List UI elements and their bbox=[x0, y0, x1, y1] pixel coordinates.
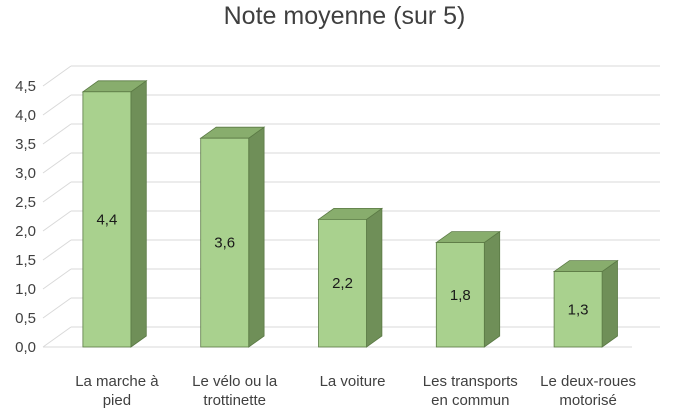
data-label: 1,3 bbox=[568, 301, 589, 318]
side-wall-gridline bbox=[42, 65, 72, 87]
y-tick-label: 0,0 bbox=[15, 339, 36, 356]
y-tick-label: 0,5 bbox=[15, 310, 36, 327]
x-tick-label: La voiture bbox=[320, 373, 386, 390]
y-tick-label: 2,5 bbox=[15, 194, 36, 211]
side-wall-gridline bbox=[42, 94, 72, 116]
y-tick-label: 4,5 bbox=[15, 78, 36, 95]
bar-side bbox=[248, 126, 265, 348]
y-tick-label: 3,0 bbox=[15, 165, 36, 182]
chart-title: Note moyenne (sur 5) bbox=[223, 2, 466, 30]
side-wall-gridline bbox=[42, 268, 72, 290]
bar bbox=[200, 137, 250, 348]
x-tick-label: Le deux-roues bbox=[540, 373, 636, 390]
side-wall-gridline bbox=[42, 152, 72, 174]
bar bbox=[435, 242, 485, 348]
bar bbox=[553, 271, 603, 348]
y-tick-label: 1,5 bbox=[15, 252, 36, 269]
data-label: 2,2 bbox=[332, 275, 353, 292]
y-tick-label: 4,0 bbox=[15, 107, 36, 124]
bar-side bbox=[366, 207, 383, 348]
bar-side bbox=[483, 230, 501, 348]
data-label: 1,8 bbox=[450, 287, 471, 304]
bar-side bbox=[130, 80, 147, 348]
side-wall-gridline bbox=[42, 123, 72, 145]
side-wall-gridline bbox=[42, 326, 72, 348]
x-tick-label: Le vélo ou la bbox=[192, 373, 278, 390]
data-label: 3,6 bbox=[214, 235, 235, 252]
side-wall-gridline bbox=[42, 239, 72, 261]
side-wall-gridline bbox=[42, 297, 72, 319]
side-wall-gridline bbox=[42, 210, 72, 232]
side-wall-gridline bbox=[42, 181, 72, 203]
x-tick-label: motorisé bbox=[559, 392, 617, 409]
x-tick-label: pied bbox=[103, 392, 131, 409]
data-label: 4,4 bbox=[96, 211, 117, 228]
x-tick-label: trottinette bbox=[203, 392, 266, 409]
x-tick-label: en commun bbox=[431, 392, 509, 409]
y-tick-label: 1,0 bbox=[15, 281, 36, 298]
y-tick-label: 3,5 bbox=[15, 136, 36, 153]
bar bbox=[82, 91, 132, 348]
bar bbox=[318, 218, 367, 348]
x-tick-label: Les transports bbox=[423, 373, 518, 390]
bar-side bbox=[601, 259, 618, 348]
x-tick-label: La marche à bbox=[75, 373, 159, 390]
y-tick-label: 2,0 bbox=[15, 223, 36, 240]
